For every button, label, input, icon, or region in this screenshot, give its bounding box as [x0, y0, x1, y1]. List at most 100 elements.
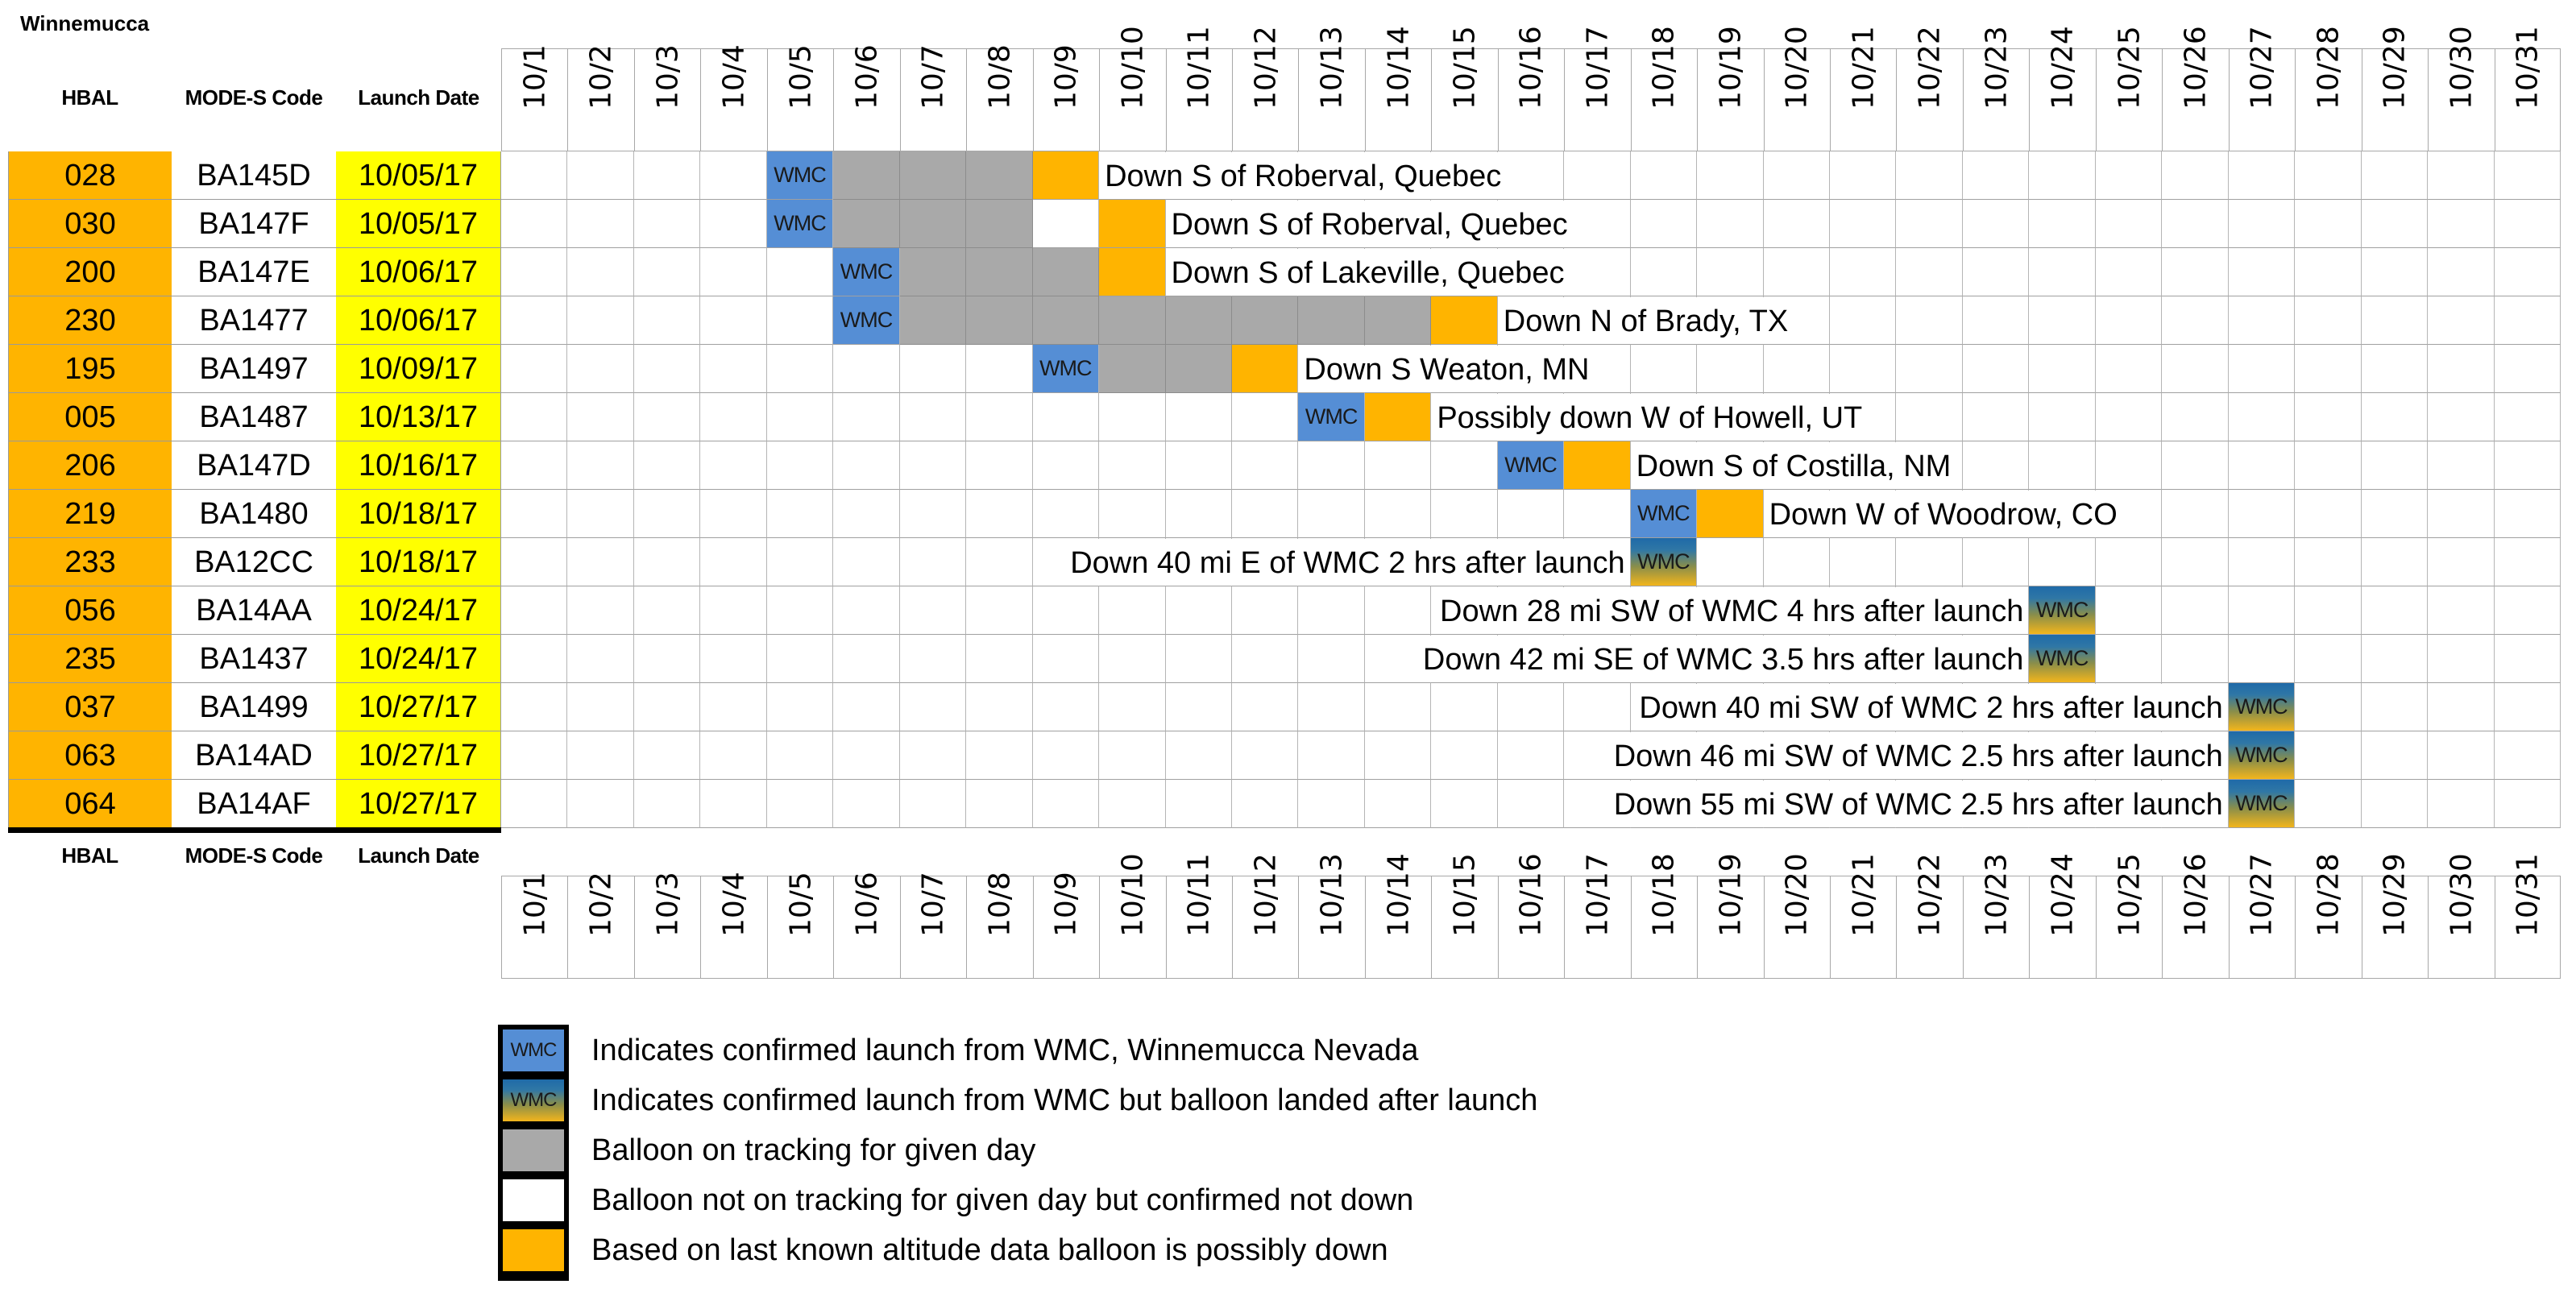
mode-s-cell: BA14AD	[172, 731, 336, 780]
bottom-date-header: 10/9	[1032, 872, 1100, 979]
mode-s-cell: BA145D	[172, 151, 336, 200]
header-mode-s: MODE-S Code	[185, 85, 323, 110]
bottom-date-header: 10/17	[1564, 853, 1631, 979]
date-label: 10/1	[518, 872, 552, 937]
grid-cell	[2029, 151, 2096, 200]
grid-cell	[1763, 248, 1831, 296]
grid-cell	[2494, 635, 2561, 683]
date-label: 10/19	[1714, 26, 1748, 110]
date-label: 10/24	[2046, 853, 2080, 937]
grid-cell	[833, 393, 900, 441]
date-label: 10/29	[2378, 26, 2412, 110]
date-label: 10/8	[983, 872, 1017, 937]
date-label: 10/28	[2312, 26, 2346, 110]
date-label: 10/24	[2046, 26, 2080, 110]
grid-cell	[766, 248, 834, 296]
mode-s-cell: BA14AA	[172, 586, 336, 635]
wmc-label: WMC	[1039, 356, 1092, 380]
grid-cell	[2428, 538, 2495, 586]
grid-cell	[833, 586, 900, 635]
possibly-down-cell	[1564, 441, 1631, 490]
grid-cell	[2361, 345, 2429, 393]
grid-cell	[1962, 393, 2030, 441]
launch-date-cell: 10/24/17	[336, 635, 501, 683]
grid-cell	[2361, 586, 2429, 635]
grid-cell	[1497, 490, 1565, 538]
bottom-date-header: 10/7	[899, 872, 967, 979]
grid-cell	[501, 441, 568, 490]
wmc-label: WMC	[1504, 453, 1557, 477]
grid-cell	[2428, 151, 2495, 200]
grid-cell	[700, 538, 767, 586]
sheet-title: Winnemucca	[20, 11, 150, 35]
grid-cell	[966, 441, 1033, 490]
legend-swatch-wmc-launch: WMC	[503, 1030, 564, 1071]
tracking-cell	[966, 200, 1033, 248]
grid-cell	[2494, 393, 2561, 441]
grid-cell	[1896, 538, 1963, 586]
grid-cell	[2494, 151, 2561, 200]
grid-cell	[1630, 345, 1698, 393]
bottom-date-header: 10/19	[1697, 853, 1764, 979]
header-launch-date: Launch Date	[358, 85, 479, 110]
launch-date-cell: 10/16/17	[336, 441, 501, 490]
grid-cell	[700, 248, 767, 296]
wmc-landed-cell: WMC	[1630, 538, 1698, 586]
wmc-landed-cell: WMC	[2228, 683, 2296, 731]
grid-cell	[1298, 780, 1365, 828]
grid-cell	[899, 586, 967, 635]
grid-cell	[1364, 441, 1432, 490]
grid-cell	[1165, 393, 1232, 441]
grid-cell	[2295, 586, 2362, 635]
date-header: 10/24	[2029, 26, 2096, 151]
grid-cell	[1231, 683, 1299, 731]
grid-cell	[1231, 780, 1299, 828]
grid-cell	[966, 780, 1033, 828]
tracking-cell	[899, 296, 967, 345]
hbal-cell: 200	[8, 248, 172, 296]
status-note: Down 28 mi SW of WMC 4 hrs after launch	[1435, 587, 2029, 634]
grid-cell	[1962, 345, 2030, 393]
grid-cell	[1830, 393, 1897, 441]
grid-cell	[2162, 248, 2229, 296]
legend-swatch-tracking	[503, 1129, 564, 1171]
legend-label: Balloon on tracking for given day	[591, 1133, 1036, 1167]
grid-cell	[1431, 490, 1498, 538]
grid-cell	[1896, 296, 1963, 345]
grid-cell	[633, 490, 701, 538]
grid-cell	[567, 538, 634, 586]
wmc-landed-cell: WMC	[2228, 731, 2296, 780]
grid-cell	[1962, 586, 2030, 635]
grid-cell	[633, 345, 701, 393]
grid-cell	[501, 731, 568, 780]
bottom-date-header: 10/20	[1763, 853, 1831, 979]
grid-cell	[1564, 151, 1631, 200]
date-header: 10/14	[1364, 26, 1432, 151]
date-label: 10/5	[784, 44, 818, 110]
grid-cell	[2228, 151, 2296, 200]
hbal-cell: 235	[8, 635, 172, 683]
grid-cell	[1697, 345, 1764, 393]
launch-date-cell: 10/05/17	[336, 200, 501, 248]
grid-cell	[1099, 731, 1166, 780]
launch-date-cell: 10/24/17	[336, 586, 501, 635]
grid-cell	[1231, 393, 1299, 441]
grid-cell	[2361, 490, 2429, 538]
bottom-date-header: 10/26	[2162, 853, 2229, 979]
grid-cell	[2428, 345, 2495, 393]
date-header: 10/15	[1431, 26, 1498, 151]
grid-cell	[2029, 296, 2096, 345]
date-label: 10/11	[1182, 853, 1216, 937]
grid-cell	[2428, 200, 2495, 248]
grid-cell	[2295, 393, 2362, 441]
grid-cell	[2162, 345, 2229, 393]
grid-cell	[1763, 151, 1831, 200]
grid-cell	[1298, 441, 1365, 490]
grid-cell	[966, 683, 1033, 731]
grid-cell	[2228, 200, 2296, 248]
grid-cell	[2029, 393, 2096, 441]
date-label: 10/7	[916, 44, 950, 110]
grid-cell	[1830, 248, 1897, 296]
grid-cell	[2295, 345, 2362, 393]
grid-cell	[1099, 635, 1166, 683]
